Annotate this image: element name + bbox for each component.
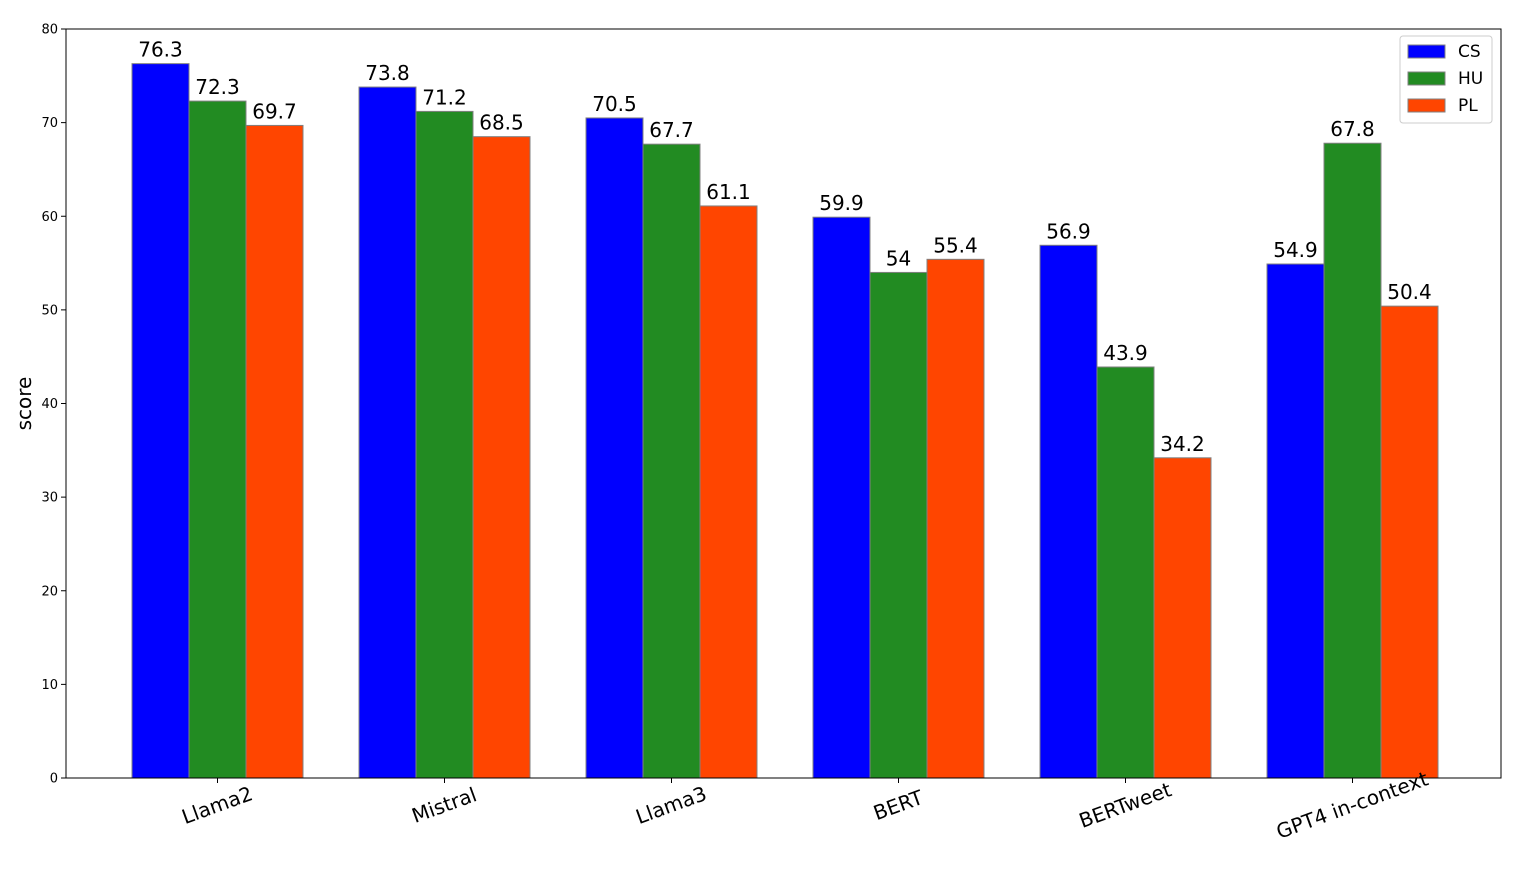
bar-hu	[642, 143, 701, 779]
bar-hu	[869, 271, 928, 779]
x-tick-label: Mistral	[409, 782, 480, 828]
data-label: 76.3	[138, 38, 183, 62]
data-label: 67.7	[649, 118, 694, 142]
bar-cs	[131, 63, 190, 779]
legend-swatch-cs	[1407, 44, 1446, 59]
legend-swatch-pl	[1407, 98, 1446, 113]
y-tick-label: 30	[41, 491, 58, 506]
y-tick-label: 20	[41, 584, 58, 599]
bar-cs	[1039, 244, 1098, 779]
legend-label-hu: HU	[1458, 69, 1483, 89]
y-tick-label: 40	[41, 397, 58, 412]
data-label: 68.5	[479, 111, 524, 135]
data-label: 54.9	[1273, 238, 1318, 262]
data-label: 73.8	[365, 61, 410, 85]
data-label: 43.9	[1103, 341, 1148, 365]
bar-pl	[1380, 305, 1439, 779]
data-label: 70.5	[592, 92, 637, 116]
y-tick-label: 50	[41, 303, 58, 318]
data-label: 67.8	[1330, 117, 1375, 141]
data-label: 59.9	[819, 191, 864, 215]
y-tick-label: 0	[50, 772, 58, 787]
legend-label-cs: CS	[1458, 42, 1481, 62]
x-tick-label: Llama3	[633, 781, 710, 829]
data-label: 55.4	[933, 233, 978, 257]
bars-layer	[131, 63, 1439, 779]
y-tick-label: 80	[41, 23, 58, 38]
y-tick-label: 10	[41, 678, 58, 693]
bar-hu	[1323, 142, 1382, 779]
bar-pl	[245, 124, 304, 779]
data-label: 71.2	[422, 85, 467, 109]
y-axis-label: score	[12, 377, 36, 431]
data-label: 61.1	[706, 180, 751, 204]
bar-hu	[188, 100, 247, 779]
bar-hu	[1096, 366, 1155, 779]
data-label: 54	[886, 246, 911, 270]
x-tick-label: BERT	[870, 785, 927, 825]
y-tick-label: 60	[41, 210, 58, 225]
data-label: 34.2	[1160, 432, 1205, 456]
data-label: 56.9	[1046, 219, 1091, 243]
bar-pl	[926, 258, 985, 779]
bar-pl	[472, 136, 531, 779]
y-axis: 0 10 20 30 40 50 60 70 80	[41, 23, 66, 787]
data-label: 50.4	[1387, 280, 1432, 304]
bar-cs	[1266, 263, 1325, 779]
bar-cs	[358, 86, 417, 779]
bar-cs	[812, 216, 871, 779]
data-label: 69.7	[252, 99, 297, 123]
legend-swatch-hu	[1407, 71, 1446, 86]
legend: CS HU PL	[1399, 35, 1493, 124]
bar-pl	[699, 205, 758, 779]
legend-label-pl: PL	[1458, 96, 1478, 116]
data-label: 72.3	[195, 75, 240, 99]
bar-hu	[415, 110, 474, 779]
x-tick-label: BERTweet	[1076, 777, 1175, 833]
y-tick-label: 70	[41, 116, 58, 131]
bar-pl	[1153, 457, 1212, 779]
data-labels-layer: 76.3 72.3 69.7 73.8 71.2 68.5 70.5 67.7 61.1 59.9…	[138, 38, 1432, 456]
bar-cs	[585, 117, 644, 779]
x-tick-label: Llama2	[179, 781, 256, 829]
